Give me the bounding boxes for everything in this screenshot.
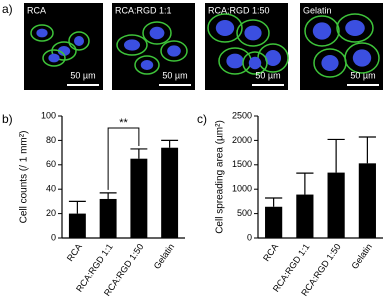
nucleus — [215, 20, 235, 36]
nucleus — [36, 28, 48, 38]
nucleus — [140, 60, 154, 70]
nucleus — [124, 39, 140, 51]
cell-body — [142, 21, 172, 45]
image-label: Gelatin — [303, 5, 332, 15]
panel-label: c) — [197, 112, 207, 126]
significance-bracket — [107, 127, 140, 190]
x-tick-label: Gelatin — [349, 242, 374, 271]
y-tick-label: 40 — [46, 184, 56, 194]
y-tick-label: 0 — [51, 232, 56, 242]
scale-label: 50 µm — [162, 70, 187, 80]
cell-body — [116, 34, 148, 56]
cell-body — [344, 42, 380, 74]
bar — [68, 213, 86, 238]
image-label: RCA — [27, 5, 46, 15]
cell-body — [242, 51, 268, 75]
bar — [99, 198, 117, 238]
y-axis-title: Cell counts (/ 1 mm²) — [19, 131, 30, 224]
nucleus — [167, 45, 181, 57]
chart: c) Cell spreading area (µm²) 0 500 1000 1500 2… — [197, 110, 383, 298]
x-tick-label: Gelatin — [152, 242, 177, 271]
nucleus — [321, 55, 339, 71]
nucleus — [48, 53, 60, 63]
panel-label: b) — [2, 112, 13, 126]
nucleus — [265, 50, 281, 66]
y-tick-label: 500 — [237, 208, 252, 218]
error-bar — [358, 136, 376, 164]
image-label: RCA:RGD 1:50 — [208, 5, 270, 15]
cell-body — [134, 55, 160, 75]
error-bar — [99, 192, 117, 199]
scale-label: 50 µm — [255, 70, 280, 80]
chart: b)Cell counts (/ 1 mm²)020406080100RCARC… — [2, 110, 185, 298]
nucleus — [352, 49, 372, 67]
nucleus — [57, 46, 71, 56]
micrograph: RCA:RGD 1:50 50 µm — [205, 3, 289, 90]
y-tick-label: 20 — [46, 208, 56, 218]
micrograph: RCA 50 µm — [24, 3, 103, 90]
cell-body — [68, 31, 90, 51]
image-row: RCA 50 µm RCA:RGD 1:1 50 µm RCA:RGD 1:50 50 µ… — [24, 3, 383, 90]
significance-label: ** — [119, 117, 128, 129]
image-frame — [205, 3, 288, 90]
error-bar — [296, 172, 314, 195]
image-label: RCA:RGD 1:1 — [115, 5, 172, 15]
y-axis-title: Cell spreading area (µm²) — [215, 120, 226, 234]
bar — [265, 206, 283, 238]
y-tick-label: 2000 — [232, 135, 252, 145]
nucleus — [149, 26, 165, 40]
nucleus — [312, 22, 332, 40]
cell-body — [207, 13, 243, 43]
nucleus — [244, 25, 262, 41]
error-bar — [265, 197, 283, 207]
bar — [327, 172, 345, 238]
cell-body — [30, 24, 54, 42]
error-bar — [130, 148, 148, 159]
y-tick-label: 1000 — [232, 184, 252, 194]
nucleus — [345, 20, 365, 36]
micrograph: RCA:RGD 1:1 50 µm — [112, 3, 195, 90]
y-tick-label: 80 — [46, 135, 56, 145]
bar — [161, 147, 179, 238]
error-bar — [68, 200, 86, 214]
y-tick-label: 0 — [247, 232, 252, 242]
cell-body — [304, 15, 340, 47]
y-tick-label: 1500 — [232, 159, 252, 169]
nucleus — [74, 36, 84, 46]
scale-label: 50 µm — [350, 70, 375, 80]
bar — [296, 194, 314, 238]
charts: b) Cell counts (/ 1 mm²) 0 20 40 60 80 100 RCA RC… — [2, 110, 383, 298]
bar — [358, 163, 376, 238]
nucleus — [248, 56, 262, 70]
y-tick-label: 60 — [46, 159, 56, 169]
cell-body — [160, 40, 188, 62]
bar — [130, 158, 148, 238]
nucleus — [226, 53, 244, 69]
micrograph: Gelatin 50 µm — [300, 3, 383, 90]
error-bar — [161, 139, 179, 148]
cell-body — [336, 13, 374, 43]
cell-body — [42, 49, 66, 67]
x-tick-label: RCA — [261, 242, 280, 263]
panel-label: a) — [2, 2, 13, 16]
y-tick-label: 100 — [41, 110, 56, 120]
error-bar — [327, 138, 345, 173]
cell-body — [236, 19, 270, 47]
y-tick-label: 2500 — [232, 110, 252, 120]
x-tick-label: RCA — [65, 242, 84, 263]
scale-label: 50 µm — [70, 70, 95, 80]
